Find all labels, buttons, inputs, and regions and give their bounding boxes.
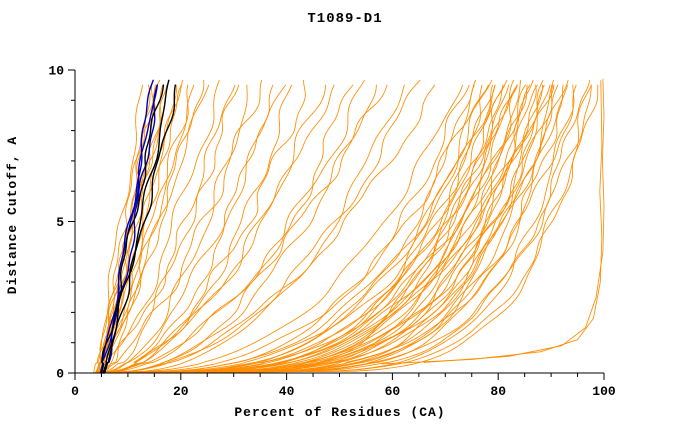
model-curve bbox=[105, 79, 205, 374]
model-curve bbox=[93, 84, 464, 374]
x-tick-label: 60 bbox=[385, 384, 401, 399]
model-curve bbox=[102, 84, 575, 374]
model-curve bbox=[103, 84, 528, 374]
model-curve bbox=[97, 84, 538, 374]
y-axis-label: Distance Cutoff, A bbox=[5, 136, 20, 294]
model-curve bbox=[99, 79, 522, 374]
model-curve bbox=[98, 84, 240, 374]
y-tick-label: 5 bbox=[56, 215, 64, 230]
highlight-models-black bbox=[100, 79, 176, 374]
x-tick-label: 0 bbox=[71, 384, 79, 399]
x-tick-label: 100 bbox=[592, 384, 616, 399]
model-curve bbox=[97, 79, 514, 374]
model-curve bbox=[98, 79, 591, 374]
model-curve bbox=[98, 79, 366, 374]
curves-layer bbox=[93, 78, 605, 374]
model-curve bbox=[101, 84, 286, 374]
model-curve bbox=[103, 84, 592, 374]
model-curve bbox=[97, 84, 564, 374]
model-curve bbox=[107, 84, 493, 374]
y-tick-label: 0 bbox=[56, 367, 64, 382]
model-curve bbox=[104, 84, 599, 374]
model-curve bbox=[94, 84, 551, 374]
model-curve bbox=[106, 84, 405, 374]
x-tick-label: 20 bbox=[173, 384, 189, 399]
model-curve bbox=[103, 84, 377, 374]
model-curve bbox=[102, 84, 158, 374]
model-curve bbox=[95, 84, 388, 374]
model-curve bbox=[106, 84, 274, 374]
model-curve bbox=[106, 84, 554, 374]
model-curve bbox=[101, 79, 544, 374]
model-curve bbox=[95, 79, 262, 374]
model-curve bbox=[96, 84, 470, 374]
highlight-models-blue bbox=[99, 79, 158, 374]
model-curve bbox=[105, 79, 569, 374]
model-curve bbox=[94, 84, 489, 374]
x-tick-label: 40 bbox=[279, 384, 295, 399]
model-curve bbox=[106, 84, 335, 374]
model-curve bbox=[99, 84, 592, 374]
model-curve bbox=[99, 84, 158, 374]
model-curve bbox=[107, 84, 518, 374]
model-curve bbox=[96, 84, 559, 374]
y-tick-label: 10 bbox=[48, 64, 64, 79]
chart-title: T1089-D1 bbox=[307, 11, 382, 27]
model-curve bbox=[95, 84, 496, 374]
model-curve bbox=[93, 84, 504, 374]
model-curve bbox=[101, 84, 236, 374]
model-curve bbox=[108, 84, 544, 374]
model-curve bbox=[102, 84, 518, 374]
explicit-curve bbox=[381, 80, 603, 365]
model-curve bbox=[107, 84, 577, 374]
model-curve bbox=[95, 84, 327, 374]
x-tick-label: 80 bbox=[490, 384, 506, 399]
model-curve bbox=[101, 84, 354, 374]
explicit-curve bbox=[423, 78, 605, 363]
model-curve bbox=[103, 84, 176, 374]
x-axis-label: Percent of Residues (CA) bbox=[234, 405, 445, 420]
model-curve bbox=[105, 84, 545, 374]
model-curve bbox=[98, 79, 493, 374]
model-curve bbox=[95, 84, 518, 374]
model-curve bbox=[103, 79, 306, 374]
model-curve bbox=[104, 84, 537, 374]
model-curve bbox=[103, 84, 248, 374]
model-curve bbox=[104, 84, 506, 374]
model-curve bbox=[102, 84, 210, 374]
model-curve bbox=[103, 84, 435, 374]
model-curve bbox=[100, 84, 165, 374]
model-curve bbox=[96, 84, 526, 374]
model-curve bbox=[98, 84, 555, 374]
